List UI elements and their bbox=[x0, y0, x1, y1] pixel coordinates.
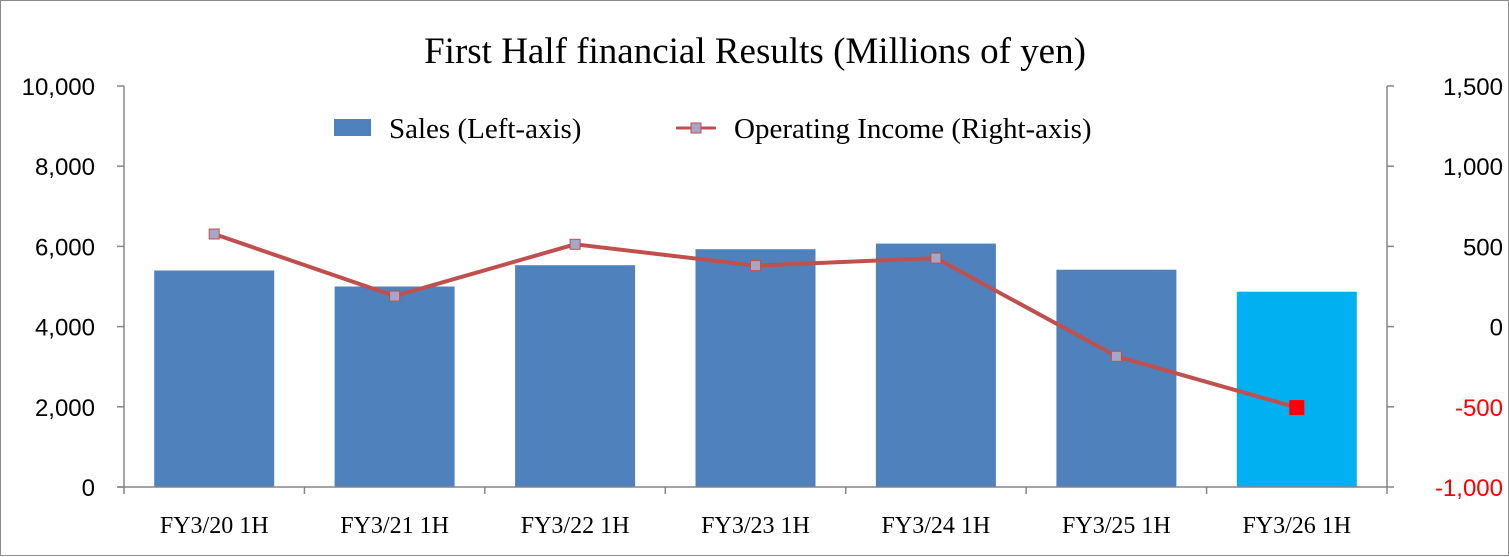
category-label: FY3/23 1H bbox=[701, 513, 810, 539]
right-tick-label: -500 bbox=[1455, 395, 1503, 422]
operating-income-point-2 bbox=[389, 290, 401, 302]
right-tick-label: 1,500 bbox=[1443, 74, 1503, 101]
sales-bar-5 bbox=[875, 243, 996, 487]
axes bbox=[118, 86, 1388, 494]
left-tick-label: 0 bbox=[82, 475, 95, 502]
right-tick-label: -1,000 bbox=[1435, 475, 1503, 502]
legend: Sales (Left-axis) Operating Income (Righ… bbox=[334, 113, 1092, 145]
right-tick-label: 0 bbox=[1490, 315, 1503, 342]
sales-bar-1 bbox=[154, 270, 275, 487]
legend-income-marker bbox=[690, 122, 702, 134]
left-tick-label: 4,000 bbox=[35, 315, 95, 342]
operating-income-point-6 bbox=[1110, 350, 1122, 362]
sales-bar-4 bbox=[695, 249, 816, 487]
chart-title: First Half financial Results (Millions o… bbox=[424, 31, 1086, 72]
operating-income-series bbox=[208, 228, 1305, 416]
right-tick-label: 500 bbox=[1463, 234, 1503, 261]
category-label: FY3/25 1H bbox=[1062, 513, 1171, 539]
left-tick-label: 6,000 bbox=[35, 234, 95, 261]
sales-bar-6 bbox=[1056, 269, 1177, 487]
operating-income-point-4 bbox=[750, 260, 761, 272]
left-tick-label: 2,000 bbox=[35, 395, 95, 422]
category-label: FY3/24 1H bbox=[882, 513, 991, 539]
right-tick-label: 1,000 bbox=[1443, 154, 1503, 181]
left-tick-label: 10,000 bbox=[22, 74, 95, 101]
legend-income-label: Operating Income (Right-axis) bbox=[734, 113, 1092, 145]
category-label: FY3/22 1H bbox=[521, 513, 630, 539]
sales-bars bbox=[154, 243, 1357, 487]
operating-income-point-1 bbox=[208, 228, 220, 240]
operating-income-point-5 bbox=[930, 252, 942, 264]
category-labels: FY3/20 1H FY3/21 1H FY3/22 1H FY3/23 1H FY3/… bbox=[160, 513, 1351, 539]
sales-bar-2 bbox=[334, 286, 455, 487]
left-axis-ticks: 0 2,000 4,000 6,000 8,000 10,000 bbox=[22, 74, 124, 502]
legend-sales-swatch bbox=[334, 119, 371, 136]
right-axis-ticks: -1,000 -500 0 500 1,000 1,500 bbox=[1387, 74, 1503, 502]
category-label: FY3/26 1H bbox=[1242, 513, 1351, 539]
category-label: FY3/21 1H bbox=[340, 513, 449, 539]
operating-income-point-7 bbox=[1289, 400, 1305, 416]
sales-bar-7 bbox=[1236, 291, 1357, 487]
operating-income-point-3 bbox=[569, 238, 581, 250]
left-tick-label: 8,000 bbox=[35, 154, 95, 181]
category-label: FY3/20 1H bbox=[160, 513, 269, 539]
sales-bar-3 bbox=[515, 265, 636, 487]
legend-sales-label: Sales (Left-axis) bbox=[389, 113, 581, 145]
